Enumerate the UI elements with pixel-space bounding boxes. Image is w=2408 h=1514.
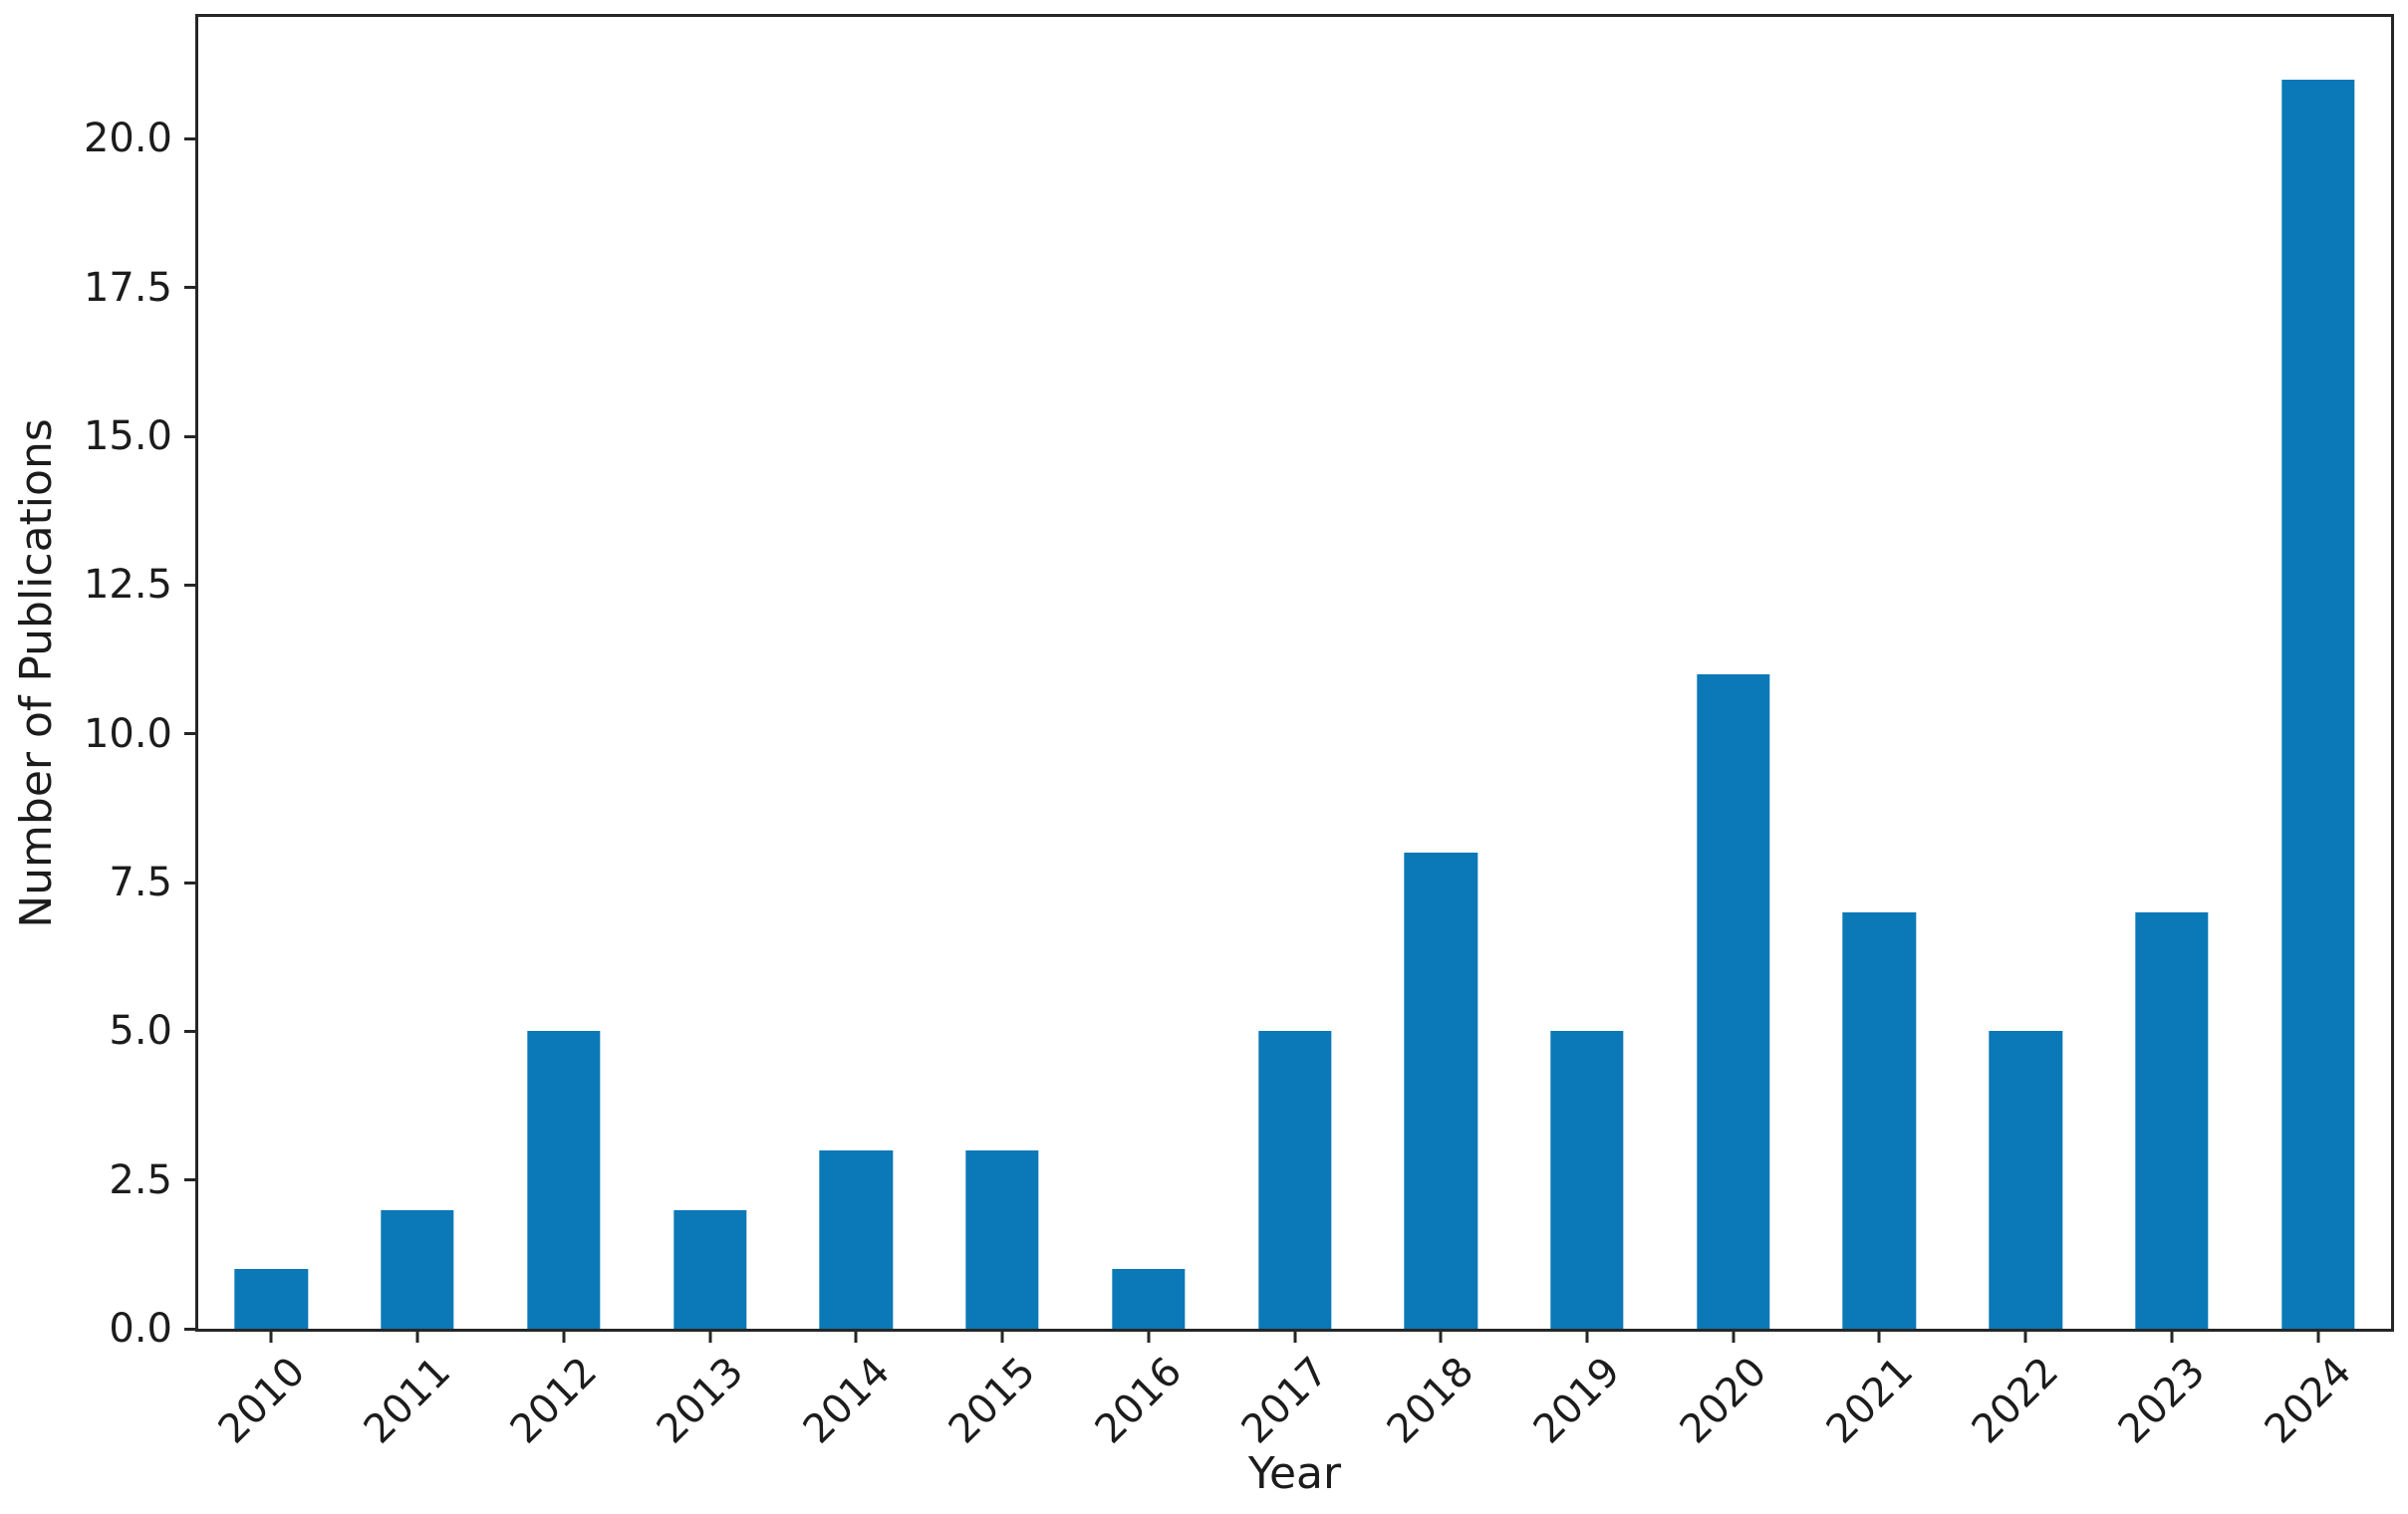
y-tick-label-10.0: 10.0 [83,710,172,757]
y-tick-label-12.5: 12.5 [83,562,172,609]
bar-2012 [527,1031,601,1329]
bar-2017 [1257,1031,1332,1329]
x-tick-mark-2022 [2023,1329,2027,1343]
bar-2018 [1404,853,1477,1329]
x-axis-title: Year [1247,1448,1342,1499]
y-tick-label-2.5: 2.5 [109,1156,172,1203]
y-tick-label-17.5: 17.5 [83,264,172,311]
y-tick-mark-12.5 [184,583,198,587]
bar-2019 [1550,1031,1624,1329]
x-tick-mark-2015 [1000,1329,1004,1343]
x-tick-mark-2016 [1147,1329,1151,1343]
x-tick-mark-2024 [2316,1329,2320,1343]
y-tick-label-15.0: 15.0 [83,413,172,460]
x-tick-mark-2020 [1732,1329,1736,1343]
plot-area: 0.0 2.5 5.0 7.5 10.0 12.5 15.0 17.5 20.0 2010 201… [84,14,2394,1452]
y-tick-mark-10.0 [184,732,198,736]
x-tick-mark-2023 [2170,1329,2174,1343]
bar-2010 [234,1269,309,1329]
x-tick-mark-2017 [1293,1329,1296,1343]
y-tick-mark-5.0 [184,1029,198,1033]
y-tick-mark-17.5 [184,286,198,290]
bar-2015 [965,1149,1039,1329]
bar-2020 [1697,674,1770,1329]
x-tick-mark-2014 [854,1329,858,1343]
y-tick-label-7.5: 7.5 [109,860,172,906]
y-tick-mark-7.5 [184,881,198,884]
bar-2021 [1842,911,1917,1329]
bar-2011 [381,1209,454,1329]
y-tick-label-5.0: 5.0 [109,1008,172,1055]
bars-group [198,17,2391,1329]
bar-2023 [2135,911,2209,1329]
y-tick-label-20.0: 20.0 [83,116,172,162]
x-tick-mark-2013 [708,1329,712,1343]
y-tick-mark-2.5 [184,1178,198,1182]
x-tick-mark-2012 [562,1329,566,1343]
x-tick-mark-2019 [1585,1329,1589,1343]
x-tick-mark-2018 [1439,1329,1443,1343]
y-tick-mark-20.0 [184,136,198,140]
bar-2016 [1112,1269,1186,1329]
y-axis-title-text: Number of Publications [11,417,62,928]
x-tick-mark-2021 [1877,1329,1881,1343]
y-tick-label-0.0: 0.0 [109,1306,172,1352]
y-tick-mark-15.0 [184,434,198,438]
bar-2022 [1989,1031,2062,1329]
bar-2014 [819,1149,893,1329]
x-tick-mark-2011 [415,1329,419,1343]
y-tick-mark-0.0 [184,1327,198,1331]
y-axis-title: Number of Publications [2,14,72,1332]
x-tick-mark-2010 [269,1329,273,1343]
bar-2024 [2280,79,2355,1329]
bar-2013 [672,1209,747,1329]
